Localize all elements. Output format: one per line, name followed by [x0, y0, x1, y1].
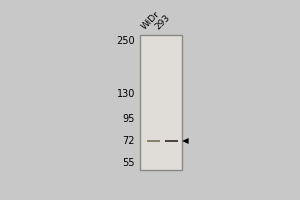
Text: 72: 72: [123, 136, 135, 146]
Bar: [147, 140, 160, 142]
Text: WiDr: WiDr: [140, 10, 162, 32]
Text: 95: 95: [123, 114, 135, 124]
Text: 293: 293: [154, 13, 172, 32]
Text: 250: 250: [116, 36, 135, 46]
Bar: [165, 140, 178, 142]
Text: 130: 130: [117, 89, 135, 99]
Text: 55: 55: [123, 158, 135, 168]
Polygon shape: [182, 138, 189, 144]
Bar: [140, 35, 182, 170]
